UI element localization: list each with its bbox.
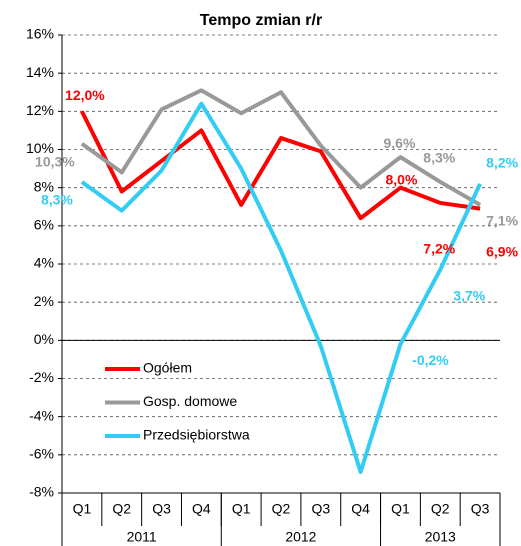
y-tick-label: 10% — [26, 140, 54, 156]
y-tick-label: -2% — [29, 369, 54, 385]
value-label: 3,7% — [453, 287, 485, 303]
value-label: -0,2% — [412, 352, 449, 368]
legend-label: Przedsiębiorstwa — [143, 427, 250, 443]
y-tick-label: 16% — [26, 26, 54, 42]
y-tick-label: 4% — [34, 255, 54, 271]
value-label: 8,2% — [486, 155, 518, 171]
chart-title: Tempo zmian r/r — [200, 12, 322, 29]
value-label: 8,0% — [385, 171, 417, 187]
x-tick-label: Q2 — [272, 501, 291, 517]
x-tick-label: Q2 — [112, 501, 131, 517]
x-tick-label: Q3 — [311, 501, 330, 517]
y-tick-label: -6% — [29, 446, 54, 462]
x-tick-label: Q1 — [232, 501, 251, 517]
y-tick-label: 12% — [26, 102, 54, 118]
x-tick-label: Q1 — [391, 501, 410, 517]
series-line — [80, 101, 482, 475]
x-tick-label: Q3 — [471, 501, 490, 517]
value-label: 9,6% — [383, 135, 415, 151]
x-group-label: 2011 — [127, 529, 157, 545]
y-tick-label: -8% — [29, 484, 54, 500]
legend-label: Ogółem — [143, 360, 192, 376]
value-label: 6,9% — [486, 243, 518, 259]
value-label: 10,3% — [35, 153, 75, 169]
x-group-label: 2012 — [285, 529, 316, 545]
value-label: 8,3% — [423, 150, 455, 166]
x-group-label: 2013 — [425, 529, 456, 545]
legend-label: Gosp. domowe — [143, 393, 237, 409]
y-tick-label: 14% — [26, 64, 54, 80]
x-tick-label: Q1 — [73, 501, 92, 517]
y-tick-label: 2% — [34, 293, 54, 309]
x-tick-label: Q2 — [431, 501, 450, 517]
y-tick-label: 0% — [34, 331, 54, 347]
x-tick-label: Q3 — [152, 501, 171, 517]
y-tick-label: -4% — [29, 407, 54, 423]
series-line — [80, 110, 481, 221]
series-line — [80, 88, 482, 207]
x-tick-label: Q4 — [192, 501, 211, 517]
y-tick-label: 8% — [34, 178, 54, 194]
x-tick-label: Q4 — [351, 501, 370, 517]
value-label: 7,1% — [486, 213, 518, 229]
value-label: 12,0% — [65, 87, 105, 103]
value-label: 7,2% — [423, 241, 455, 257]
y-tick-label: 6% — [34, 217, 54, 233]
value-label: 8,3% — [41, 192, 73, 208]
